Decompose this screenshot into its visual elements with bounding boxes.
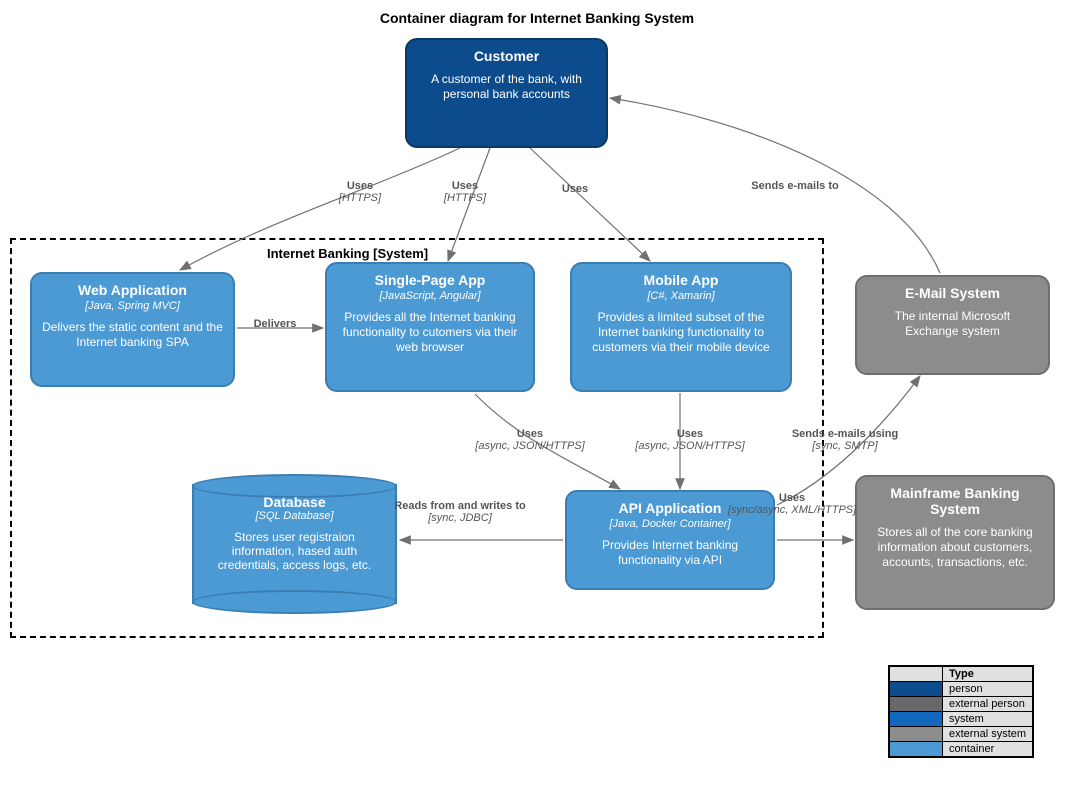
legend: Type personexternal personsystemexternal… (888, 665, 1034, 758)
node-name: Customer (417, 48, 596, 64)
legend-label: system (943, 712, 1033, 727)
legend-swatch (890, 727, 943, 742)
edge-label-api-mainframe: Uses[sync/async, XML/HTTPS] (722, 492, 862, 516)
edge-protocol: [sync, JDBC] (390, 512, 530, 524)
node-name: E-Mail System (867, 285, 1038, 301)
legend-header: Type (943, 667, 1033, 682)
node-tech: [Java, Spring MVC] (42, 300, 223, 312)
node-name: Single-Page App (337, 272, 523, 288)
edge-relation: Uses (620, 428, 760, 440)
node-desc: Provides a limited subset of the Interne… (582, 310, 780, 355)
diagram-title: Container diagram for Internet Banking S… (0, 10, 1074, 26)
edge-protocol: [sync/async, XML/HTTPS] (722, 504, 862, 516)
node-name: Web Application (42, 282, 223, 298)
edge-label-spa-api: Uses[async, JSON/HTTPS] (460, 428, 600, 452)
node-desc: Stores user registraion information, has… (204, 530, 385, 572)
node-name: Mainframe Banking System (867, 485, 1043, 517)
edge-label-webapp-spa: Delivers (205, 318, 345, 330)
system-boundary-label: Internet Banking [System] (267, 246, 428, 261)
edge-relation: Uses (505, 183, 645, 195)
node-desc: A customer of the bank, with personal ba… (417, 72, 596, 102)
edge-relation: Delivers (205, 318, 345, 330)
edge-protocol: [sync, SMTP] (775, 440, 915, 452)
edge-relation: Uses (460, 428, 600, 440)
edge-protocol: [async, JSON/HTTPS] (620, 440, 760, 452)
edge-label-customer-mobile: Uses (505, 183, 645, 195)
legend-label: container (943, 742, 1033, 757)
legend-label: external system (943, 727, 1033, 742)
node-tech: [JavaScript, Angular] (337, 290, 523, 302)
legend-swatch (890, 697, 943, 712)
edge-label-api-email: Sends e-mails using[sync, SMTP] (775, 428, 915, 452)
node-mainframe: Mainframe Banking System Stores all of t… (855, 475, 1055, 610)
edge-relation: Uses (722, 492, 862, 504)
node-desc: The internal Microsoft Exchange system (867, 309, 1038, 339)
legend-label: external person (943, 697, 1033, 712)
node-customer: Customer A customer of the bank, with pe… (405, 38, 608, 148)
node-email: E-Mail System The internal Microsoft Exc… (855, 275, 1050, 375)
edge-relation: Sends e-mails using (775, 428, 915, 440)
legend-swatch (890, 742, 943, 757)
node-name: Mobile App (582, 272, 780, 288)
legend-swatch (890, 682, 943, 697)
legend-label: person (943, 682, 1033, 697)
legend-swatch (890, 712, 943, 727)
edge-label-api-database: Reads from and writes to[sync, JDBC] (390, 500, 530, 524)
edge-relation: Reads from and writes to (390, 500, 530, 512)
edge-label-email-customer: Sends e-mails to (725, 180, 865, 192)
node-desc: Stores all of the core banking informati… (867, 525, 1043, 570)
node-spa: Single-Page App [JavaScript, Angular] Pr… (325, 262, 535, 392)
node-desc: Delivers the static content and the Inte… (42, 320, 223, 350)
node-tech: [Java, Docker Container] (577, 518, 763, 530)
node-desc: Provides Internet banking functionality … (577, 538, 763, 568)
node-mobile: Mobile App [C#, Xamarin] Provides a limi… (570, 262, 792, 392)
edge-label-mobile-api: Uses[async, JSON/HTTPS] (620, 428, 760, 452)
node-tech: [SQL Database] (204, 510, 385, 522)
node-database: Database [SQL Database] Stores user regi… (192, 474, 397, 614)
node-desc: Provides all the Internet banking functi… (337, 310, 523, 355)
edge-protocol: [async, JSON/HTTPS] (460, 440, 600, 452)
edge-relation: Sends e-mails to (725, 180, 865, 192)
diagram-canvas: Container diagram for Internet Banking S… (0, 0, 1074, 792)
node-tech: [C#, Xamarin] (582, 290, 780, 302)
node-name: Database (204, 494, 385, 510)
